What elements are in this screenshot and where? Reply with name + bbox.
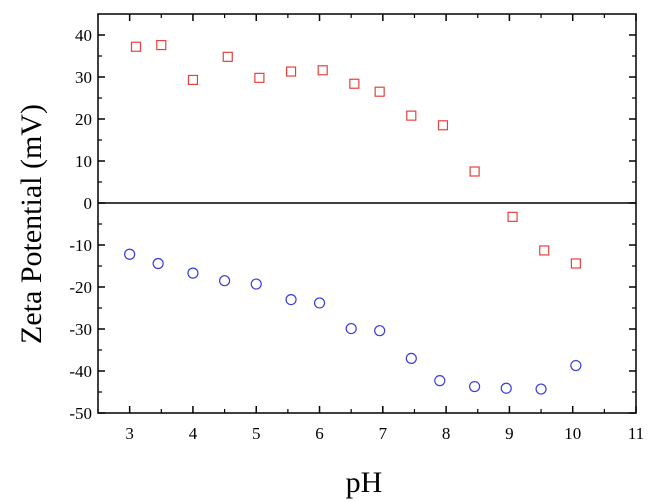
circle-data-point xyxy=(313,297,326,309)
circle-data-point xyxy=(345,322,357,335)
plot-area xyxy=(97,13,637,414)
x-tick-label: 11 xyxy=(628,424,644,443)
x-tick-label: 8 xyxy=(442,424,451,443)
x-tick-label: 10 xyxy=(564,424,581,443)
x-tick-label: 7 xyxy=(379,424,388,443)
square-data-point xyxy=(437,120,449,131)
x-tick-label: 6 xyxy=(315,424,324,443)
square-data-point xyxy=(187,74,199,86)
square-data-point xyxy=(317,65,328,76)
y-tick-label: -20 xyxy=(69,278,92,297)
square-data-point xyxy=(222,51,233,62)
square-data-point xyxy=(285,66,297,77)
circle-data-point xyxy=(535,383,547,395)
square-data-point xyxy=(254,72,265,83)
y-tick-label: -30 xyxy=(69,320,92,339)
y-tick-label: 20 xyxy=(75,110,92,129)
square-data-point xyxy=(469,166,480,177)
y-tick-label: 0 xyxy=(84,194,93,213)
tick-labels: 3 4 5 6 7 8 9 10 11 -50 -40 -30 -20 -10 0 10 20 30 40 xyxy=(69,26,644,443)
series-circle-markers xyxy=(124,248,582,395)
circle-data-point xyxy=(405,352,417,364)
x-axis-title: pH xyxy=(346,466,383,499)
circle-data-point xyxy=(285,294,297,306)
y-axis-title: Zeta Potential (mV) xyxy=(15,104,48,344)
square-data-point xyxy=(156,39,167,51)
circle-data-point xyxy=(434,375,446,387)
series-square-markers xyxy=(130,39,581,269)
axis-ticks xyxy=(97,14,637,414)
circle-data-point xyxy=(250,278,262,290)
square-data-point xyxy=(507,211,518,222)
circle-data-point xyxy=(469,380,481,393)
square-data-point xyxy=(539,245,550,256)
square-data-point xyxy=(374,86,385,97)
y-tick-label: -40 xyxy=(69,362,92,381)
circle-data-point xyxy=(374,325,386,337)
y-tick-label: -10 xyxy=(69,236,92,255)
y-tick-label: -50 xyxy=(69,404,92,423)
circle-data-point xyxy=(152,257,164,270)
circle-data-point xyxy=(187,267,199,279)
plot-frame xyxy=(97,13,637,414)
x-tick-label: 3 xyxy=(125,424,134,443)
circle-data-point xyxy=(124,248,136,260)
data-points xyxy=(124,39,582,395)
y-tick-label: 40 xyxy=(75,26,92,45)
circle-data-point xyxy=(500,382,512,394)
square-data-point xyxy=(349,78,360,89)
circle-data-point xyxy=(570,359,582,372)
square-data-point xyxy=(130,41,142,52)
x-tick-label: 4 xyxy=(189,424,198,443)
square-data-point xyxy=(570,258,581,269)
x-tick-label: 9 xyxy=(505,424,514,443)
y-tick-label: 30 xyxy=(75,68,92,87)
y-tick-label: 10 xyxy=(75,152,92,171)
x-tick-label: 5 xyxy=(252,424,261,443)
circle-data-point xyxy=(218,275,231,287)
square-data-point xyxy=(406,110,417,121)
